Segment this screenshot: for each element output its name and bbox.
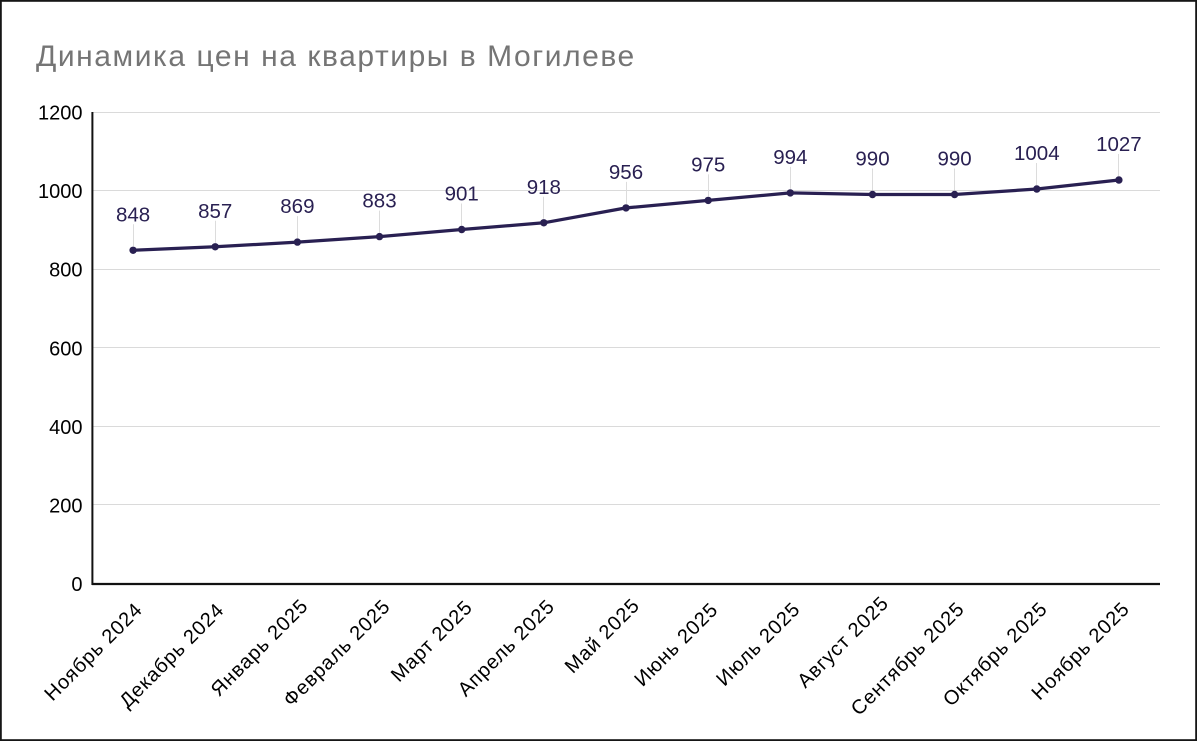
svg-text:848: 848 [116,203,150,226]
svg-text:975: 975 [691,153,725,176]
svg-text:Март 2025: Март 2025 [387,596,477,686]
svg-text:1000: 1000 [38,181,83,203]
svg-text:1027: 1027 [1096,133,1142,156]
svg-text:918: 918 [527,176,561,199]
svg-text:Июнь 2025: Июнь 2025 [630,599,722,691]
svg-text:Июль 2025: Июль 2025 [712,598,804,690]
svg-text:869: 869 [280,195,314,218]
svg-text:994: 994 [773,146,807,169]
svg-text:Динамика цен на квартиры в Мог: Динамика цен на квартиры в Могилеве [36,40,636,73]
svg-text:1004: 1004 [1014,142,1060,165]
svg-text:600: 600 [49,338,82,360]
svg-text:857: 857 [198,200,232,223]
svg-text:200: 200 [49,495,82,517]
svg-text:990: 990 [937,148,971,171]
svg-text:1200: 1200 [38,103,83,125]
svg-text:901: 901 [445,183,479,206]
svg-text:956: 956 [609,161,643,184]
svg-text:800: 800 [49,260,82,282]
svg-text:990: 990 [855,148,889,171]
svg-text:400: 400 [49,417,82,439]
svg-text:Май 2025: Май 2025 [561,594,644,677]
svg-text:0: 0 [71,574,82,596]
svg-text:883: 883 [362,190,396,213]
